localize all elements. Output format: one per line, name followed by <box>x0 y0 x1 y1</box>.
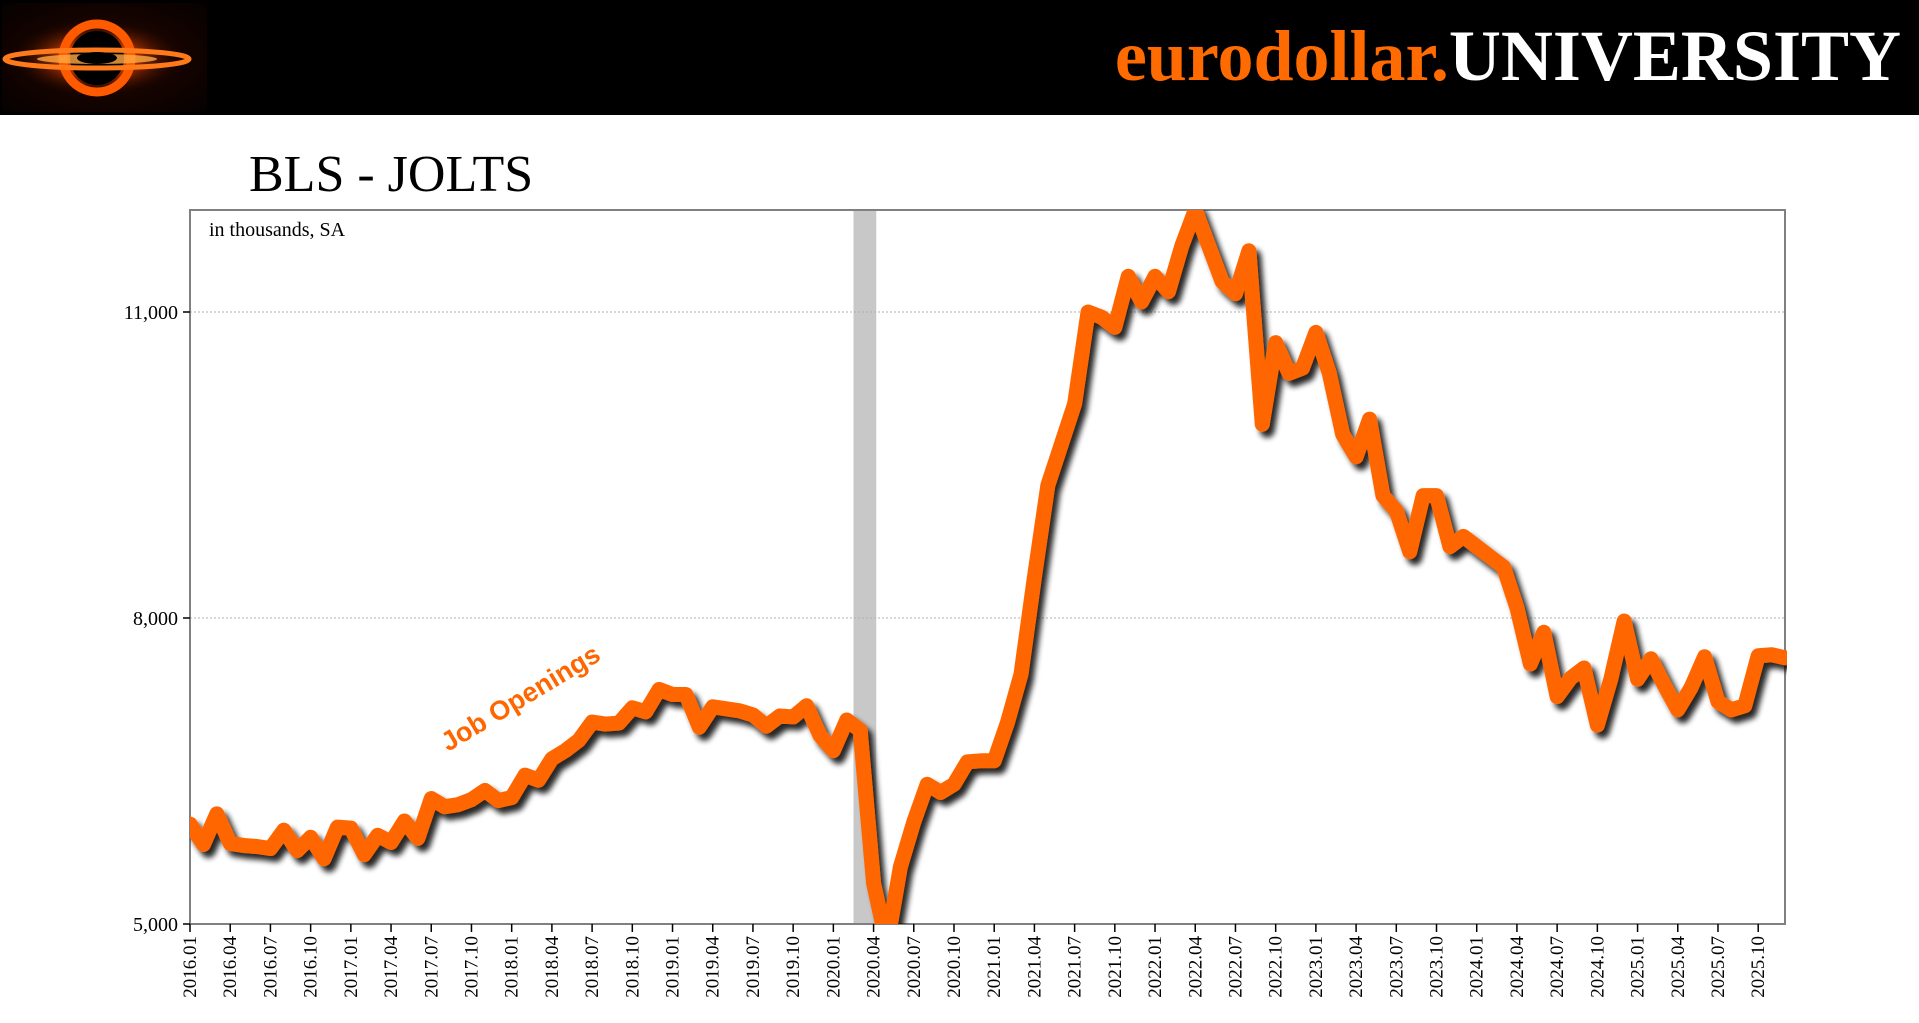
brand-part-2: UNIVERSITY <box>1448 16 1901 96</box>
x-tick-label: 2019.01 <box>663 936 684 998</box>
brand-part-1: eurodollar. <box>1114 16 1449 96</box>
chart-title: BLS - JOLTS <box>249 146 534 203</box>
chart-subtitle: in thousands, SA <box>209 219 346 241</box>
x-tick-label: 2025.04 <box>1668 936 1689 998</box>
x-tick-label: 2022.10 <box>1266 936 1287 998</box>
series-layer <box>190 210 1787 924</box>
x-tick-label: 2025.01 <box>1628 936 1649 998</box>
y-tick-label: 8,000 <box>133 608 178 630</box>
x-tick-label: 2024.10 <box>1587 936 1608 998</box>
x-tick-label: 2016.10 <box>301 936 322 998</box>
x-tick-label: 2017.10 <box>461 936 482 998</box>
x-tick-label: 2019.04 <box>703 936 724 998</box>
black-hole-ring-logo-icon <box>2 3 207 112</box>
x-tick-label: 2024.01 <box>1467 936 1488 998</box>
y-axis-ticks: 5,000 8,000 11,000 <box>124 302 190 936</box>
x-tick-label: 2021.04 <box>1024 936 1045 998</box>
x-tick-label: 2024.07 <box>1547 936 1568 998</box>
x-tick-label: 2017.04 <box>381 936 402 998</box>
brand-wordmark: eurodollar.UNIVERSITY <box>1115 6 1901 106</box>
y-tick-label: 11,000 <box>124 302 178 324</box>
x-tick-label: 2023.07 <box>1386 936 1407 998</box>
x-tick-label: 2020.01 <box>823 936 844 998</box>
x-tick-label: 2021.07 <box>1065 936 1086 998</box>
x-tick-label: 2025.10 <box>1748 936 1769 998</box>
x-tick-label: 2016.01 <box>180 936 201 998</box>
x-tick-label: 2025.07 <box>1708 936 1729 998</box>
x-tick-label: 2020.04 <box>864 936 885 998</box>
x-tick-label: 2018.07 <box>582 936 603 998</box>
x-tick-label: 2017.07 <box>421 936 442 998</box>
x-tick-label: 2018.04 <box>542 936 563 998</box>
x-tick-label: 2022.01 <box>1145 936 1166 998</box>
x-tick-label: 2019.07 <box>743 936 764 998</box>
x-tick-label: 2017.01 <box>341 936 362 998</box>
x-tick-label: 2021.01 <box>984 936 1005 998</box>
x-tick-label: 2020.07 <box>904 936 925 998</box>
gridlines <box>190 311 1785 619</box>
x-axis-ticks: 2016.01 2016.04 2016.07 2016.10 2017.01 2017.… <box>180 924 1769 998</box>
x-tick-label: 2022.07 <box>1225 936 1246 998</box>
x-tick-label: 2024.04 <box>1507 936 1528 998</box>
header-banner: eurodollar.UNIVERSITY <box>0 0 1919 115</box>
x-tick-label: 2021.10 <box>1105 936 1126 998</box>
x-tick-label: 2016.07 <box>260 936 281 998</box>
series-line-job-openings <box>190 210 1787 924</box>
x-tick-label: 2016.04 <box>220 936 241 998</box>
x-tick-label: 2023.10 <box>1427 936 1448 998</box>
x-tick-label: 2022.04 <box>1185 936 1206 998</box>
x-tick-label: 2020.10 <box>944 936 965 998</box>
x-tick-label: 2023.04 <box>1346 936 1367 998</box>
x-tick-label: 2018.10 <box>622 936 643 998</box>
y-tick-label: 5,000 <box>133 914 178 936</box>
x-tick-label: 2023.01 <box>1306 936 1327 998</box>
x-tick-label: 2018.01 <box>502 936 523 998</box>
plot-frame <box>189 209 1786 925</box>
x-tick-label: 2019.10 <box>783 936 804 998</box>
